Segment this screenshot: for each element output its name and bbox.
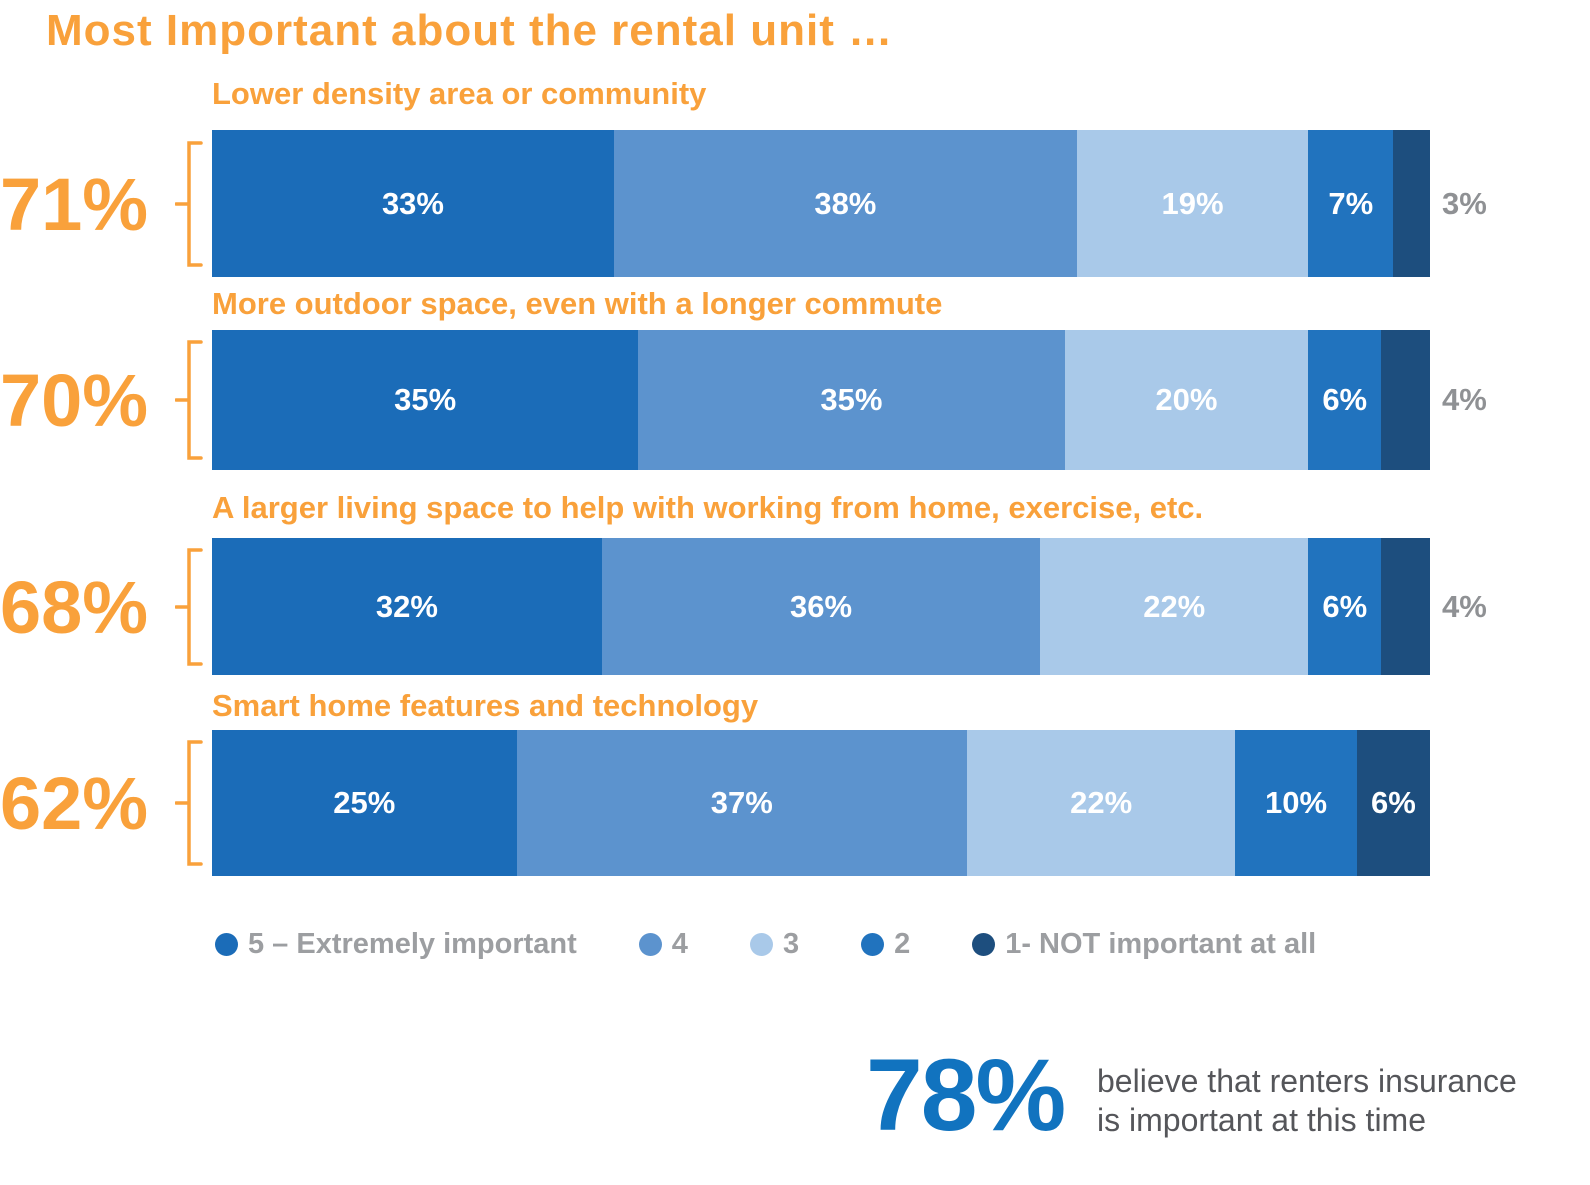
bar-segment-value: 37%	[710, 785, 773, 820]
legend-label: 1- NOT important at all	[1005, 928, 1317, 960]
footnote-statistic: 78%	[866, 1038, 1066, 1152]
bar-segment-value-outside: 4%	[1442, 382, 1487, 417]
total-percentage-label: 70%	[0, 359, 149, 442]
bar-segment-value-outside: 4%	[1442, 588, 1487, 624]
bar-category-label: Smart home features and technology	[212, 688, 759, 723]
bar-segment-rating-4: 38%	[613, 130, 1077, 277]
bar-segment-rating-2: 6%	[1308, 538, 1382, 675]
bar-category-label: More outdoor space, even with a longer c…	[212, 286, 943, 321]
legend-dot-icon	[861, 933, 885, 956]
bar-category-label: A larger living space to help with worki…	[212, 490, 1204, 525]
bar-category-label: Lower density area or community	[212, 76, 707, 111]
bar-segment-value-outside: 3%	[1442, 185, 1487, 221]
legend-item: 5 – Extremely important	[215, 928, 577, 961]
legend-label: 4	[671, 928, 688, 960]
legend-item: 1- NOT important at all	[972, 928, 1316, 961]
bar-segment-value: 20%	[1155, 382, 1218, 417]
total-percentage-label: 62%	[0, 762, 149, 845]
bar-segment-rating-2: 7%	[1308, 130, 1394, 277]
bar-segment-rating-3: 20%	[1064, 330, 1309, 470]
bar-segment-value: 10%	[1264, 785, 1328, 820]
legend-item: 3	[749, 928, 800, 961]
bar-segment-rating-1	[1393, 130, 1431, 277]
total-percentage-label: 68%	[0, 565, 149, 649]
legend-label: 3	[782, 928, 800, 960]
footnote-caption-line2: is important at this time	[1097, 1102, 1426, 1139]
brace-bracket-icon	[175, 740, 203, 866]
bar-segment-rating-2: 6%	[1308, 330, 1382, 470]
chart-title: Most Important about the rental unit …	[46, 6, 894, 55]
bar-segment-rating-2: 10%	[1235, 730, 1357, 876]
legend-label: 2	[894, 928, 911, 960]
bar-segment-value: 38%	[814, 185, 877, 221]
bar-segment-rating-1	[1381, 330, 1430, 470]
bar-segment-value: 6%	[1322, 382, 1368, 417]
bar-segment-rating-1	[1381, 538, 1430, 675]
bar-segment-rating-5: 25%	[212, 730, 517, 876]
bar-segment-rating-3: 22%	[1040, 538, 1309, 675]
stacked-bar: 25% 37% 22% 10% 6%	[212, 730, 1430, 876]
bar-segment-value: 33%	[381, 185, 444, 221]
bar-segment-value: 22%	[1070, 785, 1133, 820]
legend-dot-icon	[638, 933, 662, 956]
bar-segment-rating-4: 36%	[601, 538, 1041, 675]
bar-segment-rating-3: 19%	[1076, 130, 1309, 277]
legend-dot-icon	[749, 933, 773, 956]
legend-label: 5 – Extremely important	[248, 928, 577, 960]
bar-segment-value: 19%	[1161, 185, 1224, 221]
bar-segment-rating-4: 37%	[516, 730, 968, 876]
chart-legend: 5 – Extremely important 4 3 2 1- NOT importa…	[215, 928, 1316, 961]
stacked-bar: 32% 36% 22% 6%	[212, 538, 1430, 675]
legend-item: 2	[861, 928, 910, 961]
bar-segment-value: 6%	[1322, 588, 1368, 624]
brace-bracket-icon	[175, 548, 203, 666]
bar-segment-value: 25%	[333, 785, 396, 820]
bar-segment-rating-4: 35%	[638, 330, 1065, 470]
footnote-caption: believe that renters insurance is import…	[1097, 1062, 1517, 1140]
legend-item: 4	[638, 928, 688, 961]
total-percentage-label: 71%	[0, 162, 149, 246]
brace-bracket-icon	[175, 141, 203, 267]
bar-segment-value: 35%	[394, 382, 457, 417]
brace-bracket-icon	[175, 340, 203, 460]
bar-segment-rating-1: 6%	[1356, 730, 1430, 876]
bar-segment-rating-5: 35%	[212, 330, 639, 470]
bar-segment-value: 7%	[1328, 185, 1374, 221]
footnote-caption-line1: believe that renters insurance	[1097, 1063, 1517, 1099]
bar-segment-value: 36%	[789, 588, 853, 624]
bar-segment-value: 35%	[820, 382, 883, 417]
bar-segment-value: 6%	[1371, 785, 1416, 820]
legend-dot-icon	[215, 933, 238, 956]
stacked-bar: 33% 38% 19% 7%	[212, 130, 1431, 277]
bar-segment-rating-5: 33%	[212, 130, 614, 277]
bar-segment-value: 32%	[375, 588, 438, 624]
legend-dot-icon	[972, 933, 996, 956]
bar-segment-rating-3: 22%	[967, 730, 1236, 876]
stacked-bar: 35% 35% 20% 6%	[212, 330, 1430, 470]
bar-segment-rating-5: 32%	[212, 538, 602, 675]
bar-segment-value: 22%	[1143, 588, 1206, 624]
